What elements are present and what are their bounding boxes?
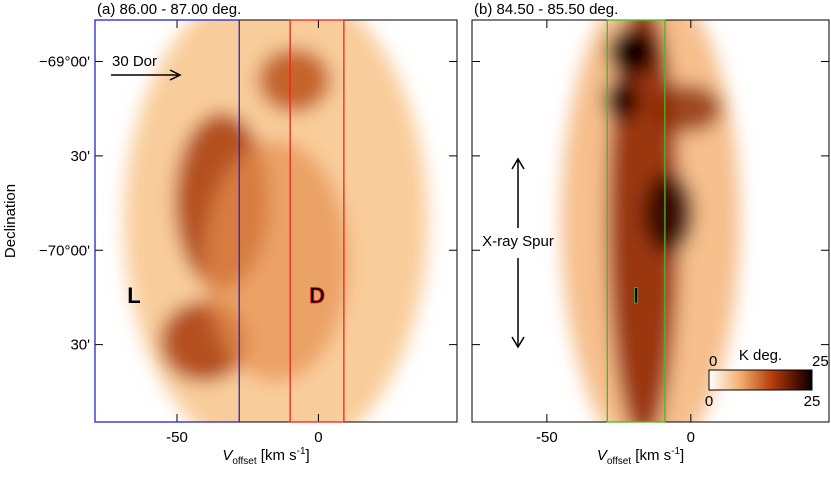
x-label-part: -1 [671, 446, 680, 457]
y-tick-label: −70°00' [39, 242, 90, 259]
y-tick-label: −69°00' [39, 54, 90, 71]
emission [643, 172, 694, 254]
x-label-part: [km s [631, 447, 671, 464]
emission [650, 84, 722, 133]
panel-title: (b) 84.50 - 85.50 deg. [474, 1, 618, 18]
x-label-part: V [222, 447, 234, 464]
colorbar-tick-label: 0 [705, 393, 713, 410]
x-label-part: [km s [257, 447, 297, 464]
annotation: X-ray Spur [482, 233, 554, 250]
x-tick-label: 0 [314, 429, 322, 446]
x-axis-label: Voffset [km s-1] [597, 446, 684, 467]
colorbar-limit: 25 [812, 353, 829, 370]
x-label-part: offset [232, 456, 256, 467]
arrowhead [169, 69, 182, 81]
x-label-part: ] [306, 447, 310, 464]
annotation: 30 Dor [112, 53, 157, 70]
colorbar-limit: 0 [709, 353, 717, 370]
heatmap-image [124, 20, 428, 422]
y-tick-label: 30' [70, 148, 90, 165]
x-tick-label: -50 [166, 429, 188, 446]
emission [604, 80, 640, 121]
x-axis-label: Voffset [km s-1] [222, 446, 309, 467]
colorbar [708, 369, 813, 391]
colorbar-label: K deg. [739, 347, 782, 364]
velocity-region [606, 19, 666, 423]
x-label-part: offset [607, 456, 631, 467]
heatmap-image [561, 20, 740, 422]
arrowhead [511, 157, 525, 349]
x-label-part: ] [680, 447, 684, 464]
panel-title: (a) 86.00 - 87.00 deg. [97, 1, 241, 18]
emission [607, 28, 658, 77]
x-label-part: -1 [297, 446, 306, 457]
x-label-part: V [597, 447, 609, 464]
region-label: L [127, 283, 140, 308]
velocity-region [94, 19, 240, 423]
x-tick-label: 0 [687, 429, 695, 446]
emission [257, 48, 331, 113]
region-label: I [633, 283, 639, 308]
y-tick-label: 30' [70, 337, 90, 354]
emission [203, 140, 349, 382]
y-axis-label: Declination [2, 184, 19, 258]
region-label: D [309, 283, 325, 308]
velocity-region [289, 19, 345, 423]
x-tick-label: -50 [536, 429, 558, 446]
colorbar-tick-label: 25 [804, 393, 821, 410]
